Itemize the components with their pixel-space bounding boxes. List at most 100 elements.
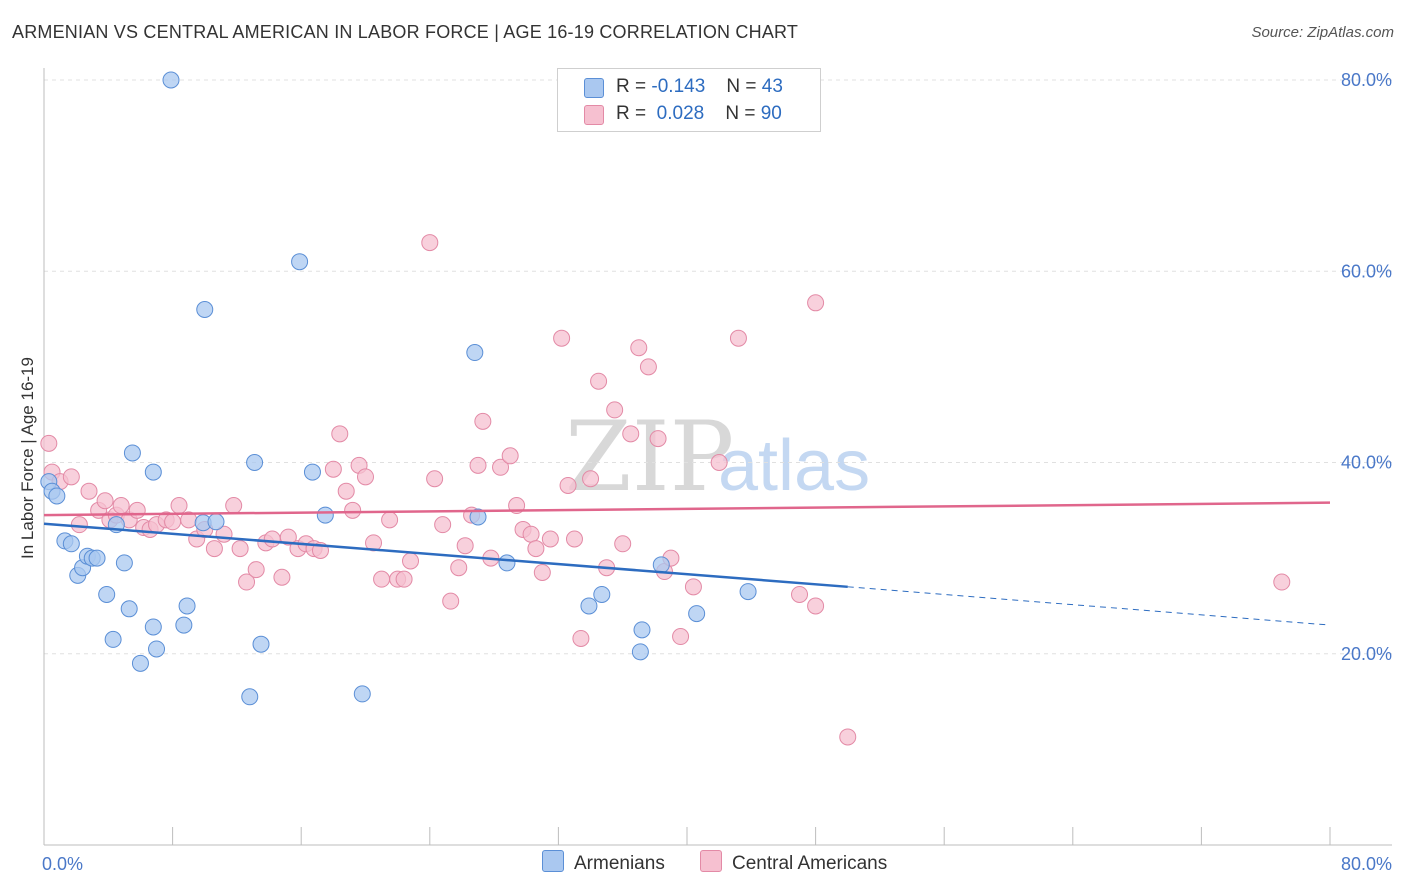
central-americans-point <box>434 516 452 534</box>
armenians-point <box>62 535 80 553</box>
bottom-legend-label-central-americans: Central Americans <box>732 853 888 874</box>
central-americans-point <box>807 294 825 312</box>
central-americans-point <box>469 456 487 474</box>
stats-legend: R = -0.143 N = 43 R = 0.028 N = 90 <box>557 68 821 132</box>
x-tick-label-min: 0.0% <box>42 854 83 874</box>
central-americans-point <box>164 513 182 531</box>
y-tick-label: 60.0% <box>1341 261 1392 281</box>
legend-n-value-armenians: 43 <box>761 76 783 97</box>
legend-r-label: R = <box>616 76 647 97</box>
axes <box>43 68 1392 846</box>
central-americans-point <box>402 552 420 570</box>
central-americans-point <box>62 468 80 486</box>
grid-lines <box>44 79 1392 655</box>
central-americans-point <box>279 528 297 546</box>
armenians-point <box>104 630 122 648</box>
central-americans-point <box>395 570 413 588</box>
central-americans-point <box>225 497 243 515</box>
armenians-point <box>207 513 225 531</box>
armenians-point <box>652 556 670 574</box>
central-americans-point <box>70 516 88 534</box>
central-americans-point <box>684 578 702 596</box>
central-americans-point <box>501 447 519 465</box>
central-americans-point <box>128 501 146 519</box>
x-tick-label-max: 80.0% <box>1341 854 1392 874</box>
y-tick-labels: 20.0% 40.0% 60.0% 80.0% <box>1341 70 1392 664</box>
central-americans-point <box>729 329 747 347</box>
armenians-point <box>162 71 180 89</box>
legend-n-label: N = <box>725 103 756 124</box>
central-americans-point <box>572 629 590 647</box>
armenians-point <box>88 549 106 567</box>
central-americans-point <box>344 501 362 519</box>
central-americans-point <box>442 592 460 610</box>
y-tick-label: 40.0% <box>1341 453 1392 473</box>
watermark-zip: ZIP <box>565 401 734 513</box>
armenians-point <box>252 635 270 653</box>
source-label: Source: ZipAtlas.com <box>1251 24 1394 41</box>
central-americans-point <box>522 525 540 543</box>
central-americans-point <box>559 476 577 494</box>
central-americans-point <box>80 482 98 500</box>
central-americans-point <box>238 573 256 591</box>
armenians-point <box>688 605 706 623</box>
bottom-legend-central-americans: Central Americans <box>700 850 887 875</box>
armenians-point <box>178 597 196 615</box>
bottom-legend-label-armenians: Armenians <box>574 853 665 874</box>
armenians-points <box>40 71 757 706</box>
legend-swatch-armenians <box>584 78 604 98</box>
armenians-point <box>291 253 309 271</box>
central-americans-point <box>426 470 444 488</box>
central-americans-point <box>614 535 632 553</box>
central-americans-point <box>807 597 825 615</box>
central-americans-point <box>565 530 583 548</box>
armenians-point <box>115 554 133 572</box>
central-americans-point <box>170 497 188 515</box>
y-tick-label: 80.0% <box>1341 70 1392 90</box>
central-americans-point <box>324 460 342 478</box>
central-americans-point <box>492 458 510 476</box>
central-americans-point <box>337 482 355 500</box>
central-americans-point <box>533 563 551 581</box>
armenians-point <box>131 654 149 672</box>
bottom-legend-swatch-armenians <box>542 850 564 872</box>
central-americans-point <box>205 540 223 558</box>
central-americans-point <box>40 434 58 452</box>
armenians-point <box>246 454 264 471</box>
armenians-point <box>469 508 487 526</box>
armenians-trend-line <box>43 522 848 589</box>
central-americans-point <box>839 728 857 746</box>
central-americans-point <box>112 497 130 515</box>
watermark-atlas: atlas <box>718 426 870 506</box>
armenians-point <box>123 444 141 462</box>
central-americans-point <box>622 425 640 443</box>
armenians-trend-extension <box>847 586 1331 626</box>
armenians-point <box>353 685 371 703</box>
central-americans-point <box>96 492 114 510</box>
central-americans-point <box>606 401 624 419</box>
armenians-point <box>120 600 138 618</box>
central-americans-point <box>553 329 571 347</box>
armenians-point <box>148 640 166 658</box>
armenians-point <box>303 463 321 481</box>
central-americans-point <box>331 425 349 443</box>
central-americans-point <box>582 470 600 488</box>
central-americans-point <box>381 511 399 529</box>
central-americans-point <box>421 234 439 252</box>
legend-r-value-central-americans: 0.028 <box>656 103 705 124</box>
central-americans-point <box>639 358 657 376</box>
legend-r-value-armenians: -0.143 <box>651 76 706 97</box>
central-americans-point <box>527 540 545 558</box>
central-americans-point <box>541 530 559 548</box>
central-americans-point <box>456 537 474 555</box>
armenians-point <box>739 583 757 601</box>
central-americans-point <box>263 530 281 548</box>
central-americans-point <box>1273 573 1291 591</box>
armenians-point <box>144 618 162 636</box>
legend-n-label: N = <box>726 76 757 97</box>
armenians-point <box>633 621 651 639</box>
central-americans-point <box>710 454 728 471</box>
armenians-point <box>196 301 214 318</box>
armenians-point <box>593 585 611 603</box>
